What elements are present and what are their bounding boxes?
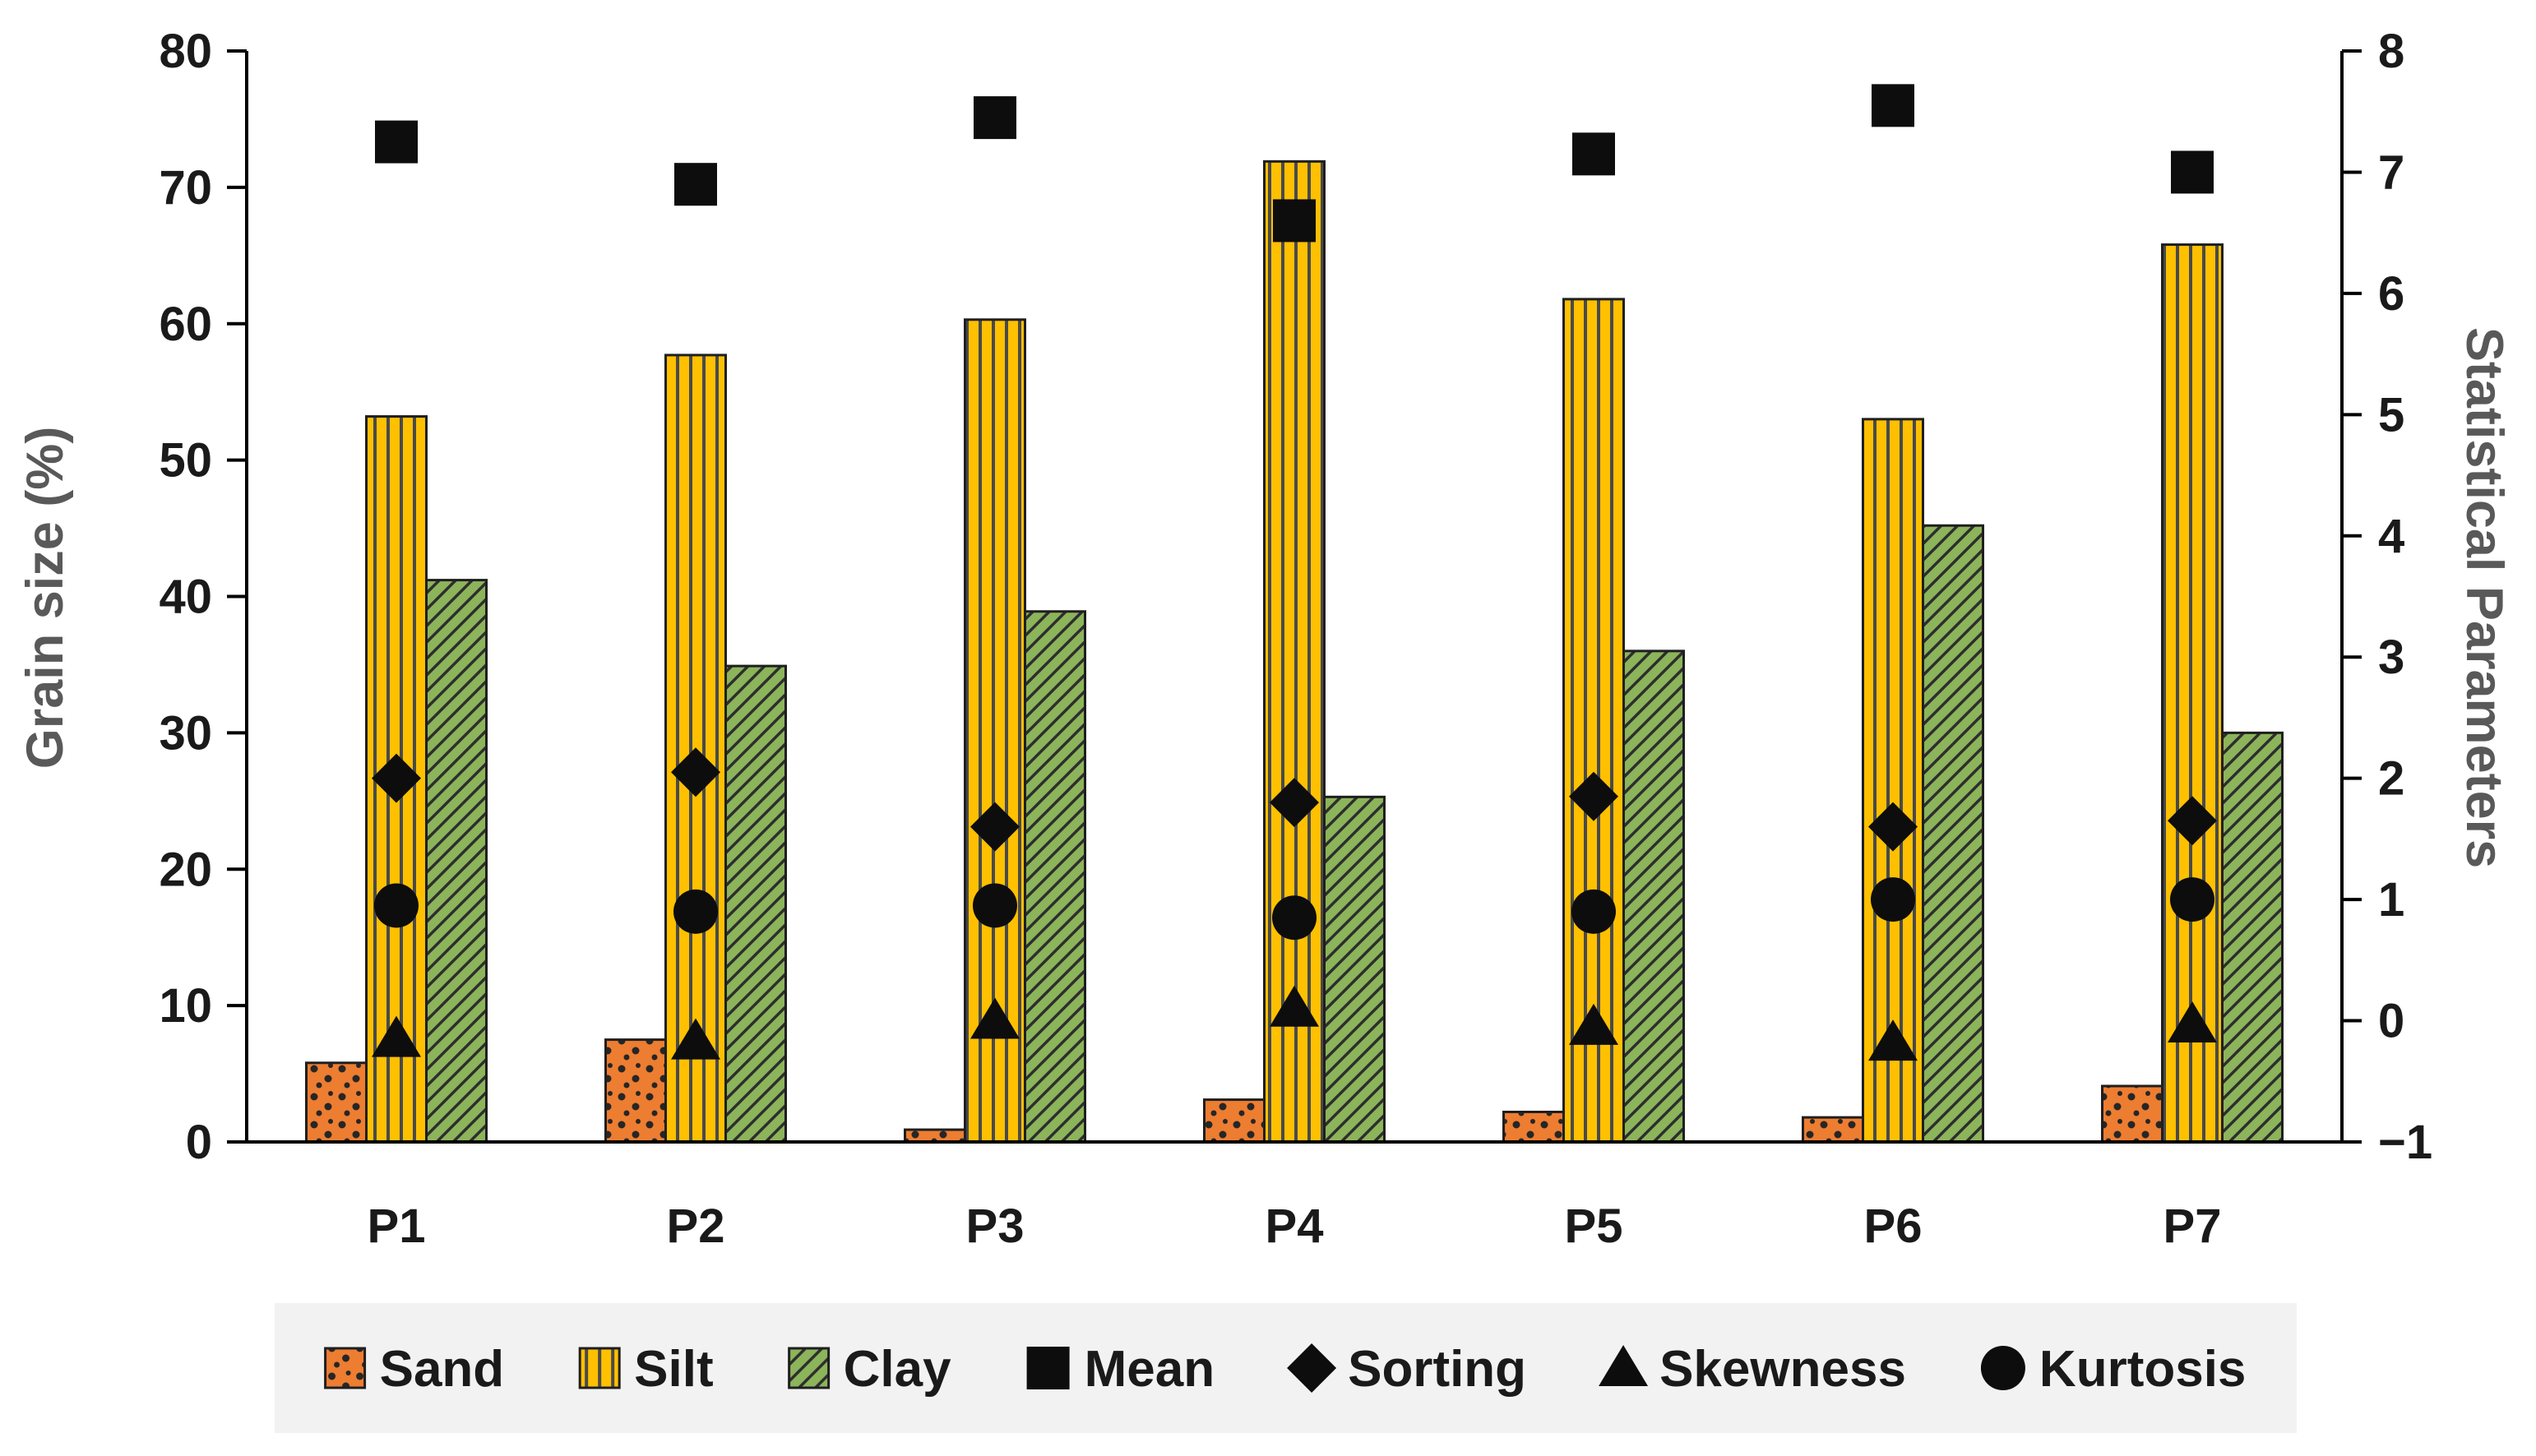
marker-sorting-p7 — [2168, 796, 2217, 846]
marker-sorting-p5 — [1569, 771, 1618, 821]
marker-kurtosis-p3 — [973, 883, 1017, 928]
bar-sand-p3 — [904, 1128, 966, 1144]
bar-clay-p4 — [1323, 795, 1386, 1144]
marker-kurtosis-p2 — [673, 889, 718, 934]
bar-sand-p5 — [1502, 1111, 1565, 1144]
category-label-p1: P1 — [368, 1199, 426, 1253]
bar-sand-p4 — [1203, 1098, 1266, 1144]
legend-label-skewness: Skewness — [1659, 1341, 1906, 1398]
right-axis-tick-label: 8 — [2378, 25, 2404, 78]
right-axis-tick-label: 7 — [2378, 146, 2404, 199]
category-label-p5: P5 — [1565, 1199, 1623, 1253]
left-axis-tick-label: 40 — [159, 571, 212, 624]
right-axis-tick-label: 1 — [2378, 873, 2404, 927]
sand-swatch — [324, 1347, 367, 1389]
sorting-legend-marker — [1287, 1343, 1337, 1393]
marker-sorting-p1 — [372, 753, 421, 803]
category-label-p3: P3 — [966, 1199, 1025, 1253]
marker-sorting-p6 — [1868, 802, 1918, 852]
marker-mean-p2 — [674, 163, 717, 206]
legend-label-silt: Silt — [634, 1341, 713, 1398]
left-axis-tick-label: 80 — [159, 25, 212, 78]
marker-sorting-p2 — [671, 747, 720, 797]
bar-clay-p1 — [425, 579, 488, 1144]
bar-clay-p7 — [2221, 731, 2284, 1144]
bar-clay-p2 — [724, 664, 787, 1144]
marker-skewness-p3 — [970, 997, 1020, 1039]
left-axis-tick-label: 0 — [186, 1116, 212, 1169]
marker-sorting-p3 — [970, 802, 1020, 852]
legend-item-mean: Mean — [1026, 1341, 1215, 1398]
right-axis-tick-label: 2 — [2378, 752, 2404, 806]
category-label-p2: P2 — [667, 1199, 725, 1253]
silt-swatch — [578, 1347, 621, 1389]
skewness-legend-marker — [1599, 1345, 1649, 1386]
left-axis-title: Grain size (%) — [16, 427, 74, 770]
marker-mean-p4 — [1273, 199, 1316, 243]
right-axis-tick-label: 3 — [2378, 631, 2404, 684]
legend: Sand Silt Clay Mean Sorting Skewness Kurtosis — [275, 1303, 2297, 1433]
category-label-p4: P4 — [1266, 1199, 1324, 1253]
legend-item-kurtosis: Kurtosis — [1980, 1341, 2246, 1398]
bar-sand-p6 — [1802, 1116, 1864, 1144]
marker-skewness-p5 — [1569, 1003, 1618, 1045]
legend-label-sorting: Sorting — [1348, 1341, 1526, 1398]
left-axis-tick-label: 10 — [159, 979, 212, 1033]
bar-clay-p6 — [1922, 524, 1984, 1144]
category-label-p7: P7 — [2163, 1199, 2222, 1253]
legend-label-mean: Mean — [1085, 1341, 1215, 1398]
bar-clay-p5 — [1622, 649, 1685, 1144]
legend-item-clay: Clay — [788, 1341, 951, 1398]
category-label-p6: P6 — [1864, 1199, 1923, 1253]
legend-item-skewness: Skewness — [1599, 1341, 1906, 1398]
left-axis-tick-label: 20 — [159, 843, 212, 896]
marker-skewness-p1 — [372, 1015, 421, 1057]
bar-sand-p2 — [604, 1038, 667, 1144]
bar-sand-p1 — [305, 1061, 368, 1144]
legend-label-clay: Clay — [844, 1341, 951, 1398]
marker-mean-p1 — [375, 120, 418, 164]
marker-kurtosis-p1 — [374, 883, 419, 928]
marker-mean-p7 — [2171, 150, 2214, 194]
clay-swatch — [788, 1347, 831, 1389]
legend-item-silt: Silt — [578, 1341, 714, 1398]
right-axis-tick-label: 4 — [2378, 510, 2404, 563]
right-axis-tick-label: 6 — [2378, 267, 2404, 321]
bar-sand-p7 — [2101, 1084, 2163, 1144]
bar-clay-p3 — [1024, 610, 1086, 1144]
left-axis-tick-label: 70 — [159, 161, 212, 215]
marker-kurtosis-p4 — [1272, 895, 1317, 941]
marker-mean-p3 — [974, 96, 1016, 140]
legend-label-sand: Sand — [380, 1341, 505, 1398]
bar-silt-p4 — [1263, 159, 1326, 1144]
marker-skewness-p4 — [1270, 985, 1319, 1027]
marker-mean-p5 — [1572, 132, 1615, 176]
marker-sorting-p4 — [1270, 778, 1319, 828]
marker-skewness-p6 — [1868, 1019, 1918, 1061]
marker-kurtosis-p6 — [1871, 877, 1915, 922]
legend-item-sand: Sand — [324, 1341, 505, 1398]
right-axis-tick-label: 0 — [2378, 995, 2404, 1048]
left-axis-tick-label: 30 — [159, 706, 212, 760]
mean-legend-marker — [1026, 1347, 1070, 1389]
marker-skewness-p2 — [671, 1018, 720, 1060]
right-axis-title: Statistical Parameters — [2455, 327, 2513, 868]
legend-label-kurtosis: Kurtosis — [2039, 1341, 2246, 1398]
marker-skewness-p7 — [2168, 1001, 2217, 1042]
legend-item-sorting: Sorting — [1287, 1341, 1526, 1398]
marker-kurtosis-p7 — [2170, 877, 2214, 922]
marker-mean-p6 — [1872, 84, 1914, 127]
bar-silt-p7 — [2161, 243, 2224, 1144]
right-axis-tick-label: 5 — [2378, 388, 2404, 441]
kurtosis-legend-marker — [1980, 1346, 2025, 1390]
axes-layer: 0 10 20 30 40 50 60 70 80 −1 0 1 2 3 4 5 6 7 8 P1 P2 P3 P4 P5 P6… — [159, 25, 2432, 1253]
markers-layer — [372, 84, 2217, 1061]
right-axis-tick-label: −1 — [2378, 1116, 2432, 1169]
left-axis-tick-label: 60 — [159, 298, 212, 351]
marker-kurtosis-p5 — [1571, 889, 1616, 934]
left-axis-tick-label: 50 — [159, 434, 212, 488]
